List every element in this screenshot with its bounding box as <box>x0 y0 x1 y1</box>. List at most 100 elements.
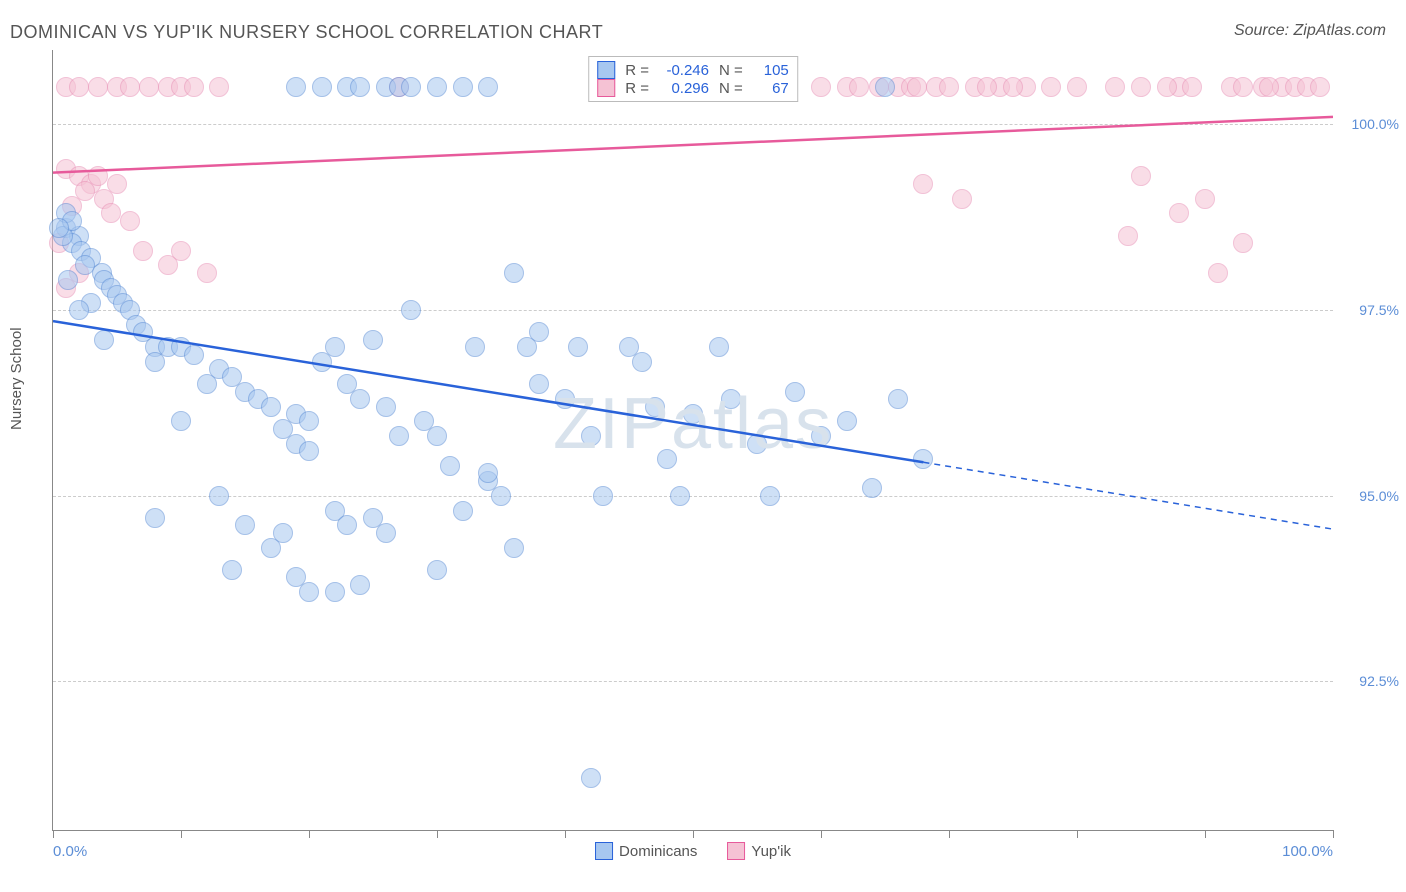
scatter-point <box>337 515 357 535</box>
scatter-point <box>645 397 665 417</box>
scatter-point <box>581 768 601 788</box>
scatter-point <box>69 300 89 320</box>
scatter-point <box>478 77 498 97</box>
scatter-point <box>913 174 933 194</box>
scatter-point <box>101 203 121 223</box>
scatter-point <box>785 382 805 402</box>
scatter-point <box>209 486 229 506</box>
legend-row: R = -0.246 N = 105 <box>597 61 789 79</box>
scatter-point <box>325 582 345 602</box>
scatter-point <box>389 426 409 446</box>
scatter-point <box>683 404 703 424</box>
scatter-point <box>120 77 140 97</box>
legend-row: R = 0.296 N = 67 <box>597 79 789 97</box>
scatter-point <box>261 397 281 417</box>
legend-n-value: 67 <box>753 80 789 97</box>
scatter-point <box>721 389 741 409</box>
scatter-point <box>209 77 229 97</box>
scatter-point <box>1067 77 1087 97</box>
scatter-point <box>184 77 204 97</box>
scatter-point <box>453 77 473 97</box>
scatter-point <box>529 322 549 342</box>
legend-r-value: -0.246 <box>659 62 709 79</box>
scatter-point <box>286 77 306 97</box>
legend-item: Dominicans <box>595 842 697 860</box>
scatter-point <box>299 441 319 461</box>
scatter-point <box>1195 189 1215 209</box>
scatter-point <box>197 374 217 394</box>
legend-n-label: N = <box>719 62 743 79</box>
y-tick-label: 92.5% <box>1359 673 1399 689</box>
scatter-point <box>760 486 780 506</box>
scatter-point <box>1208 263 1228 283</box>
scatter-point <box>107 174 127 194</box>
scatter-point <box>1003 77 1023 97</box>
scatter-point <box>184 345 204 365</box>
scatter-point <box>837 411 857 431</box>
x-tick <box>693 830 694 838</box>
scatter-point <box>1310 77 1330 97</box>
y-tick-label: 95.0% <box>1359 488 1399 504</box>
scatter-point <box>1182 77 1202 97</box>
scatter-point <box>555 389 575 409</box>
scatter-point <box>1233 233 1253 253</box>
scatter-point <box>907 77 927 97</box>
scatter-point <box>427 560 447 580</box>
chart-title: DOMINICAN VS YUP'IK NURSERY SCHOOL CORRE… <box>10 22 603 43</box>
scatter-point <box>88 166 108 186</box>
scatter-point <box>145 352 165 372</box>
legend-n-value: 105 <box>753 62 789 79</box>
scatter-point <box>1233 77 1253 97</box>
scatter-point <box>49 218 69 238</box>
scatter-point <box>977 77 997 97</box>
scatter-point <box>811 426 831 446</box>
scatter-point <box>939 77 959 97</box>
scatter-point <box>952 189 972 209</box>
scatter-point <box>363 330 383 350</box>
x-tick <box>1333 830 1334 838</box>
scatter-point <box>401 77 421 97</box>
x-tick <box>437 830 438 838</box>
scatter-point <box>440 456 460 476</box>
scatter-point <box>465 337 485 357</box>
scatter-point <box>58 270 78 290</box>
x-tick <box>181 830 182 838</box>
scatter-point <box>862 478 882 498</box>
source-label: Source: ZipAtlas.com <box>1234 22 1386 40</box>
plot-area: ZIPatlas R = -0.246 N = 105 R = 0.296 N … <box>52 50 1333 831</box>
scatter-point <box>875 77 895 97</box>
series-legend: Dominicans Yup'ik <box>595 842 791 860</box>
scatter-point <box>88 77 108 97</box>
scatter-point <box>312 77 332 97</box>
scatter-point <box>581 426 601 446</box>
scatter-point <box>222 560 242 580</box>
scatter-point <box>235 515 255 535</box>
scatter-point <box>401 300 421 320</box>
scatter-point <box>1118 226 1138 246</box>
chart-container: DOMINICAN VS YUP'IK NURSERY SCHOOL CORRE… <box>0 0 1406 892</box>
x-tick <box>1205 830 1206 838</box>
legend-r-label: R = <box>625 80 649 97</box>
legend-swatch <box>597 61 615 79</box>
y-axis-label: Nursery School <box>8 327 25 430</box>
scatter-point <box>1157 77 1177 97</box>
gridline <box>53 496 1333 497</box>
scatter-point <box>299 411 319 431</box>
scatter-point <box>350 575 370 595</box>
scatter-point <box>94 330 114 350</box>
scatter-point <box>849 77 869 97</box>
gridline <box>53 124 1333 125</box>
scatter-point <box>1131 77 1151 97</box>
scatter-point <box>657 449 677 469</box>
scatter-point <box>350 389 370 409</box>
legend-r-label: R = <box>625 62 649 79</box>
legend-swatch <box>595 842 613 860</box>
legend-label: Dominicans <box>619 843 697 860</box>
x-tick <box>53 830 54 838</box>
scatter-point <box>568 337 588 357</box>
scatter-point <box>491 486 511 506</box>
scatter-point <box>709 337 729 357</box>
scatter-point <box>171 241 191 261</box>
scatter-point <box>427 77 447 97</box>
scatter-point <box>811 77 831 97</box>
